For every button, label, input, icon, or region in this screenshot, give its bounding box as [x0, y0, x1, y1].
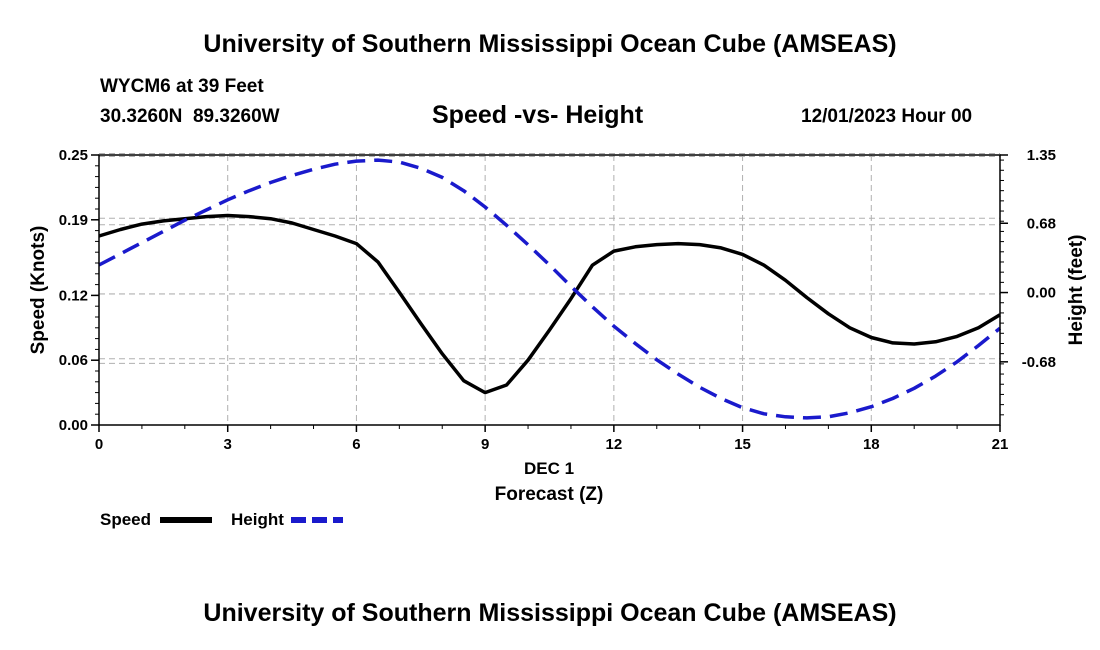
- x-axis-label: Forecast (Z): [495, 484, 604, 505]
- series-line-height: [98, 158, 1002, 420]
- y-tick-label: 0.19: [59, 212, 88, 229]
- station-label: WYCM6 at 39 Feet: [100, 76, 264, 97]
- y-tick-label: 0.12: [59, 287, 88, 304]
- y2-axis-label: Height (feet): [1066, 235, 1087, 346]
- y2-tick-label: 1.35: [1027, 147, 1056, 164]
- plot-frame: [98, 154, 1001, 426]
- y2-tick-label: -0.68: [1022, 354, 1056, 371]
- legend-label-speed: Speed: [100, 510, 151, 529]
- y2-tick-label: 0.00: [1027, 285, 1056, 302]
- x-tick-label: 18: [863, 436, 880, 453]
- y-tick-label: 0.25: [59, 147, 88, 164]
- y-axis-left: 0.00 0.06 0.12 0.19 0.25: [59, 147, 99, 434]
- x-axis-date-label: DEC 1: [524, 459, 574, 478]
- x-tick-label: 15: [734, 436, 751, 453]
- series-line-speed: [98, 213, 1001, 395]
- speed-height-chart: 0 3 6 9 12 15 18 21 0.00 0.06 0.12 0.19 0.25 -0.68 0…: [28, 147, 1087, 529]
- forecast-datetime: 12/01/2023 Hour 00: [801, 106, 973, 127]
- chart-subtitle: Speed -vs- Height: [432, 101, 644, 129]
- y-axis-label: Speed (Knots): [28, 226, 49, 355]
- legend: Speed Height: [100, 510, 343, 529]
- x-tick-label: 0: [95, 436, 103, 453]
- x-tick-label: 21: [992, 436, 1009, 453]
- y-axis-right: -0.68 0.00 0.68 1.35: [1000, 147, 1056, 416]
- legend-label-height: Height: [231, 510, 284, 529]
- x-tick-label: 12: [606, 436, 623, 453]
- x-tick-label: 3: [224, 436, 232, 453]
- x-tick-label: 6: [352, 436, 360, 453]
- x-tick-label: 9: [481, 436, 489, 453]
- y2-tick-label: 0.68: [1027, 215, 1056, 232]
- page-title-top: University of Southern Mississippi Ocean…: [203, 30, 897, 58]
- y-tick-label: 0.06: [59, 352, 88, 369]
- x-axis: 0 3 6 9 12 15 18 21: [95, 425, 1009, 453]
- page-title-bottom: University of Southern Mississippi Ocean…: [203, 599, 897, 627]
- chart-grid: [99, 153, 1000, 425]
- coordinates-label: 30.3260N 89.3260W: [100, 106, 280, 127]
- y-tick-label: 0.00: [59, 417, 88, 434]
